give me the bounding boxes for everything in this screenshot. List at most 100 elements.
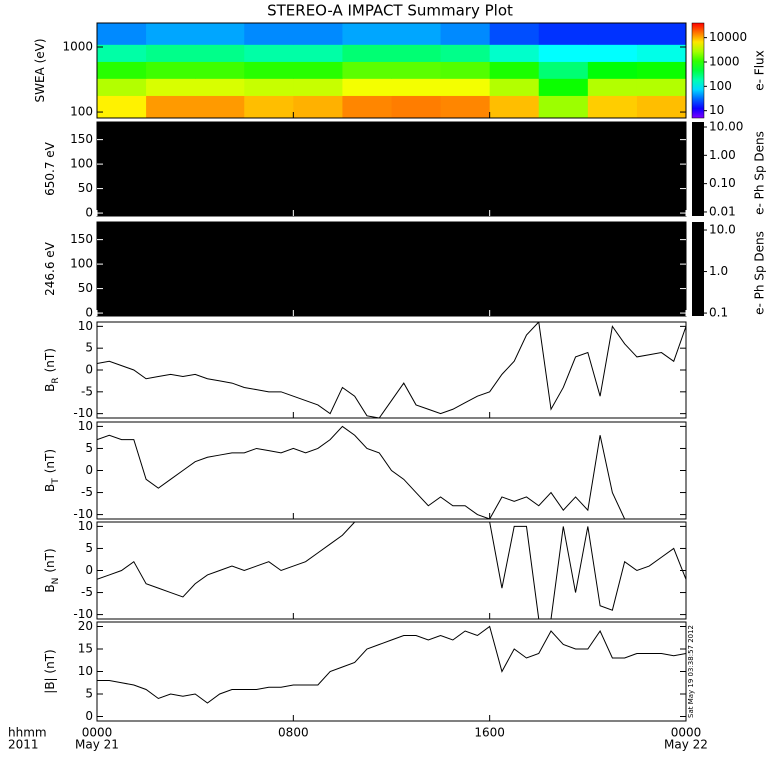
heatmap-cell [97, 44, 147, 62]
heatmap-cell [538, 61, 589, 79]
heatmap-cell [587, 95, 638, 118]
y-tick-label: 150 [70, 232, 93, 246]
y-tick-label: 15 [78, 642, 93, 656]
heatmap-cell [489, 23, 540, 45]
y-axis-label: SWEA (eV) [33, 38, 47, 102]
panel [97, 425, 626, 519]
x-tick-label: 0000 [671, 726, 702, 740]
panel [97, 625, 686, 704]
panel [97, 122, 686, 216]
y-tick-label: -5 [81, 485, 93, 499]
heatmap-cell [587, 44, 638, 62]
data-line [97, 322, 686, 418]
heatmap-cell [391, 44, 442, 62]
colorbar-tick-label: 10.0 [709, 223, 736, 237]
y-tick-label: 0 [85, 463, 93, 477]
colorbar-tick-label: 1.00 [709, 148, 736, 162]
heatmap-cell [440, 78, 491, 96]
y-tick-label: 10 [78, 664, 93, 678]
y-tick-label: 5 [85, 687, 93, 701]
panel-frame [96, 521, 687, 620]
colorbar-tick-label: 10.00 [709, 119, 743, 133]
heatmap-cell [440, 23, 491, 45]
y-tick-label: 5 [85, 541, 93, 555]
heatmap-cell [440, 61, 491, 79]
panel-fill [97, 222, 686, 316]
heatmap-cell [636, 23, 686, 45]
data-line [489, 522, 686, 619]
y-tick-label: 0 [85, 709, 93, 723]
y-axis-label-main: 650.7 eV [43, 141, 57, 196]
colorbar-tick-label: 1000 [709, 54, 740, 68]
y-tick-label: -10 [73, 507, 93, 521]
y-axis-label-sub: R [51, 377, 61, 383]
y-axis-label-main: SWEA (eV) [33, 38, 47, 102]
heatmap-cell [146, 44, 196, 62]
heatmap-cell [391, 61, 442, 79]
y-axis-label-main: B [43, 484, 57, 492]
heatmap-cell [489, 61, 540, 79]
y-axis-label-unit: (nT) [43, 548, 57, 572]
y-tick-label: 1000 [62, 40, 93, 54]
y-axis-label-sub: T [51, 478, 61, 485]
y-tick-label: 5 [85, 341, 93, 355]
year-label: 2011 [8, 738, 39, 752]
y-tick-label: 0 [85, 206, 93, 220]
heatmap-cell [146, 78, 196, 96]
heatmap-cell [97, 78, 147, 96]
y-axis-label: 650.7 eV [43, 141, 57, 196]
data-line [97, 625, 686, 704]
panel-frame [96, 321, 687, 419]
y-axis-label: BR (nT) [43, 348, 61, 392]
panel [97, 522, 686, 619]
y-axis-label: 246.6 eV [43, 241, 57, 296]
colorbar-label: e- Ph Sp Dens [753, 231, 767, 315]
panel-frame [96, 22, 687, 119]
x-tick-label: 1600 [474, 726, 505, 740]
heatmap-cell [342, 44, 392, 62]
panel [97, 322, 686, 418]
heatmap-cell [97, 95, 147, 118]
heatmap-cell [195, 23, 245, 45]
heatmap-cell [391, 23, 442, 45]
y-tick-label: 100 [70, 105, 93, 119]
heatmap-cell [636, 95, 686, 118]
colorbar-label: e- Ph Sp Dens [753, 131, 767, 215]
colorbar-tick-label: 0.10 [709, 176, 736, 190]
panel-fill [97, 122, 686, 216]
y-tick-label: 0 [85, 363, 93, 377]
heatmap-cell [244, 78, 294, 96]
heatmap-cell [587, 23, 638, 45]
heatmap-cell [391, 78, 442, 96]
colorbar [691, 22, 705, 119]
y-tick-label: 150 [70, 132, 93, 146]
heatmap-cell [489, 44, 540, 62]
y-tick-label: -10 [73, 607, 93, 621]
heatmap-cell [293, 23, 343, 45]
date-label: May 21 [75, 738, 119, 752]
colorbar-tick-label: 10000 [709, 30, 747, 44]
heatmap-cell [195, 61, 245, 79]
y-axis-label-unit: (nT) [43, 348, 57, 372]
data-line [97, 522, 356, 598]
heatmap-cell [342, 95, 392, 118]
heatmap-cell [146, 95, 196, 118]
heatmap-cell [489, 78, 540, 96]
panel-frame [96, 221, 687, 317]
y-axis-label-main: B [43, 384, 57, 392]
panel-frame [96, 621, 687, 722]
y-tick-label: 100 [70, 257, 93, 271]
heatmap-cell [244, 61, 294, 79]
colorbar-tick-label: 0.01 [709, 204, 736, 218]
colorbar-label: e- Flux [753, 50, 767, 90]
heatmap-cell [244, 44, 294, 62]
heatmap-cell [587, 61, 638, 79]
panel [97, 23, 686, 118]
y-tick-label: 50 [78, 281, 93, 295]
heatmap-cell [97, 61, 147, 79]
y-axis-label-main: B [43, 584, 57, 592]
heatmap-cell [538, 23, 589, 45]
colorbar-tick-label: 0.1 [709, 306, 728, 320]
y-tick-label: 20 [78, 619, 93, 633]
